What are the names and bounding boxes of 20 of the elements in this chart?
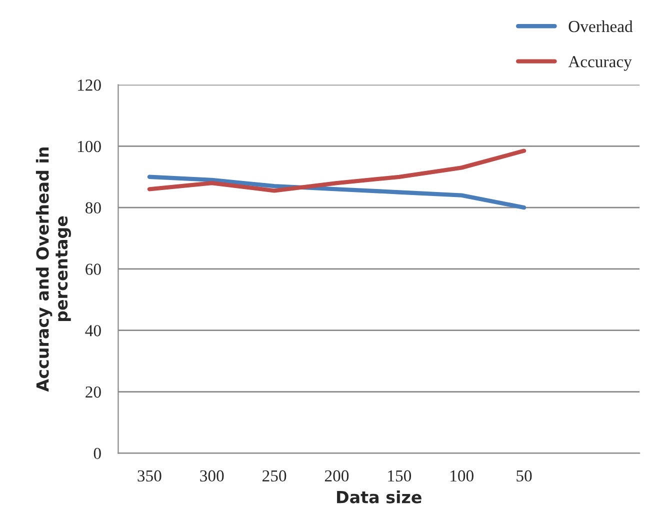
x-tick-label: 350 [138,470,162,482]
x-tick-label: 250 [262,470,286,482]
y-tick-label: 80 [86,202,101,214]
y-tick-label: 0 [94,448,101,460]
y-axis-title: Accuracy and Overhead in percentage [36,147,71,392]
x-tick-label: 100 [450,470,474,482]
y-tick-label: 60 [86,264,101,275]
legend-label: Overhead [568,20,633,32]
x-tick-label: 150 [388,470,412,482]
x-tick-label: 200 [324,470,349,482]
y-tick-label: 20 [86,386,101,398]
legend-label: Accuracy [568,56,632,71]
y-tick-label: 120 [78,80,101,91]
line-series [147,148,526,193]
line-series [147,174,526,210]
y-tick-label: 100 [78,140,101,152]
x-axis-title: Data size [337,490,422,504]
y-tick-label: 40 [85,325,101,336]
x-tick-label: 300 [200,470,224,482]
x-tick-label: 50 [516,470,532,482]
